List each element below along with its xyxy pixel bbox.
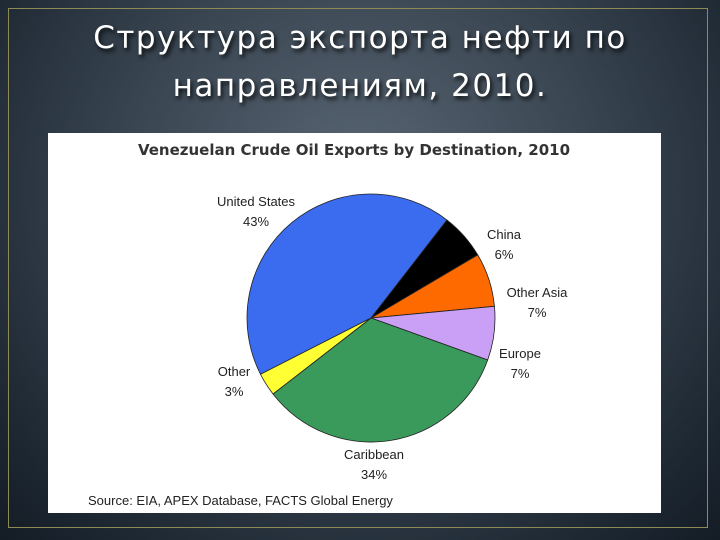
pie-label-other-asia: Other Asia (507, 285, 568, 300)
pie-slice-united-states (246, 193, 448, 375)
pie-label-caribbean: Caribbean (344, 447, 404, 462)
pie-value-other: 3% (225, 384, 244, 399)
pie-slice-caribbean (272, 317, 489, 443)
slide-title-line-1: Структура экспорта нефти по (93, 20, 627, 56)
pie-value-china: 6% (495, 247, 514, 262)
chart-source: Source: EIA, APEX Database, FACTS Global… (88, 493, 393, 508)
pie-label-other: Other (218, 364, 251, 379)
pie-chart: Venezuelan Crude Oil Exports by Destinat… (88, 141, 570, 508)
pie-label-europe: Europe (499, 346, 541, 361)
pie-label-china: China (487, 227, 522, 242)
chart-title: Venezuelan Crude Oil Exports by Destinat… (138, 141, 570, 159)
pie-value-caribbean: 34% (361, 467, 387, 482)
slide-frame (8, 8, 708, 528)
chart-panel: Venezuelan Crude Oil Exports by Destinat… (48, 133, 661, 513)
pie-slices (246, 193, 496, 443)
slide-title-line-2: направлениям, 2010. (172, 68, 548, 104)
pie-value-other-asia: 7% (528, 305, 547, 320)
pie-slice-other (259, 317, 372, 395)
slide-title: Структура экспорта нефти по направлениям… (0, 14, 720, 110)
pie-label-united-states: United States (217, 194, 296, 209)
pie-value-united-states: 43% (243, 214, 269, 229)
pie-value-europe: 7% (511, 366, 530, 381)
pie-labels: United States 43% China 6% Other Asia 7% Europ… (217, 194, 568, 482)
